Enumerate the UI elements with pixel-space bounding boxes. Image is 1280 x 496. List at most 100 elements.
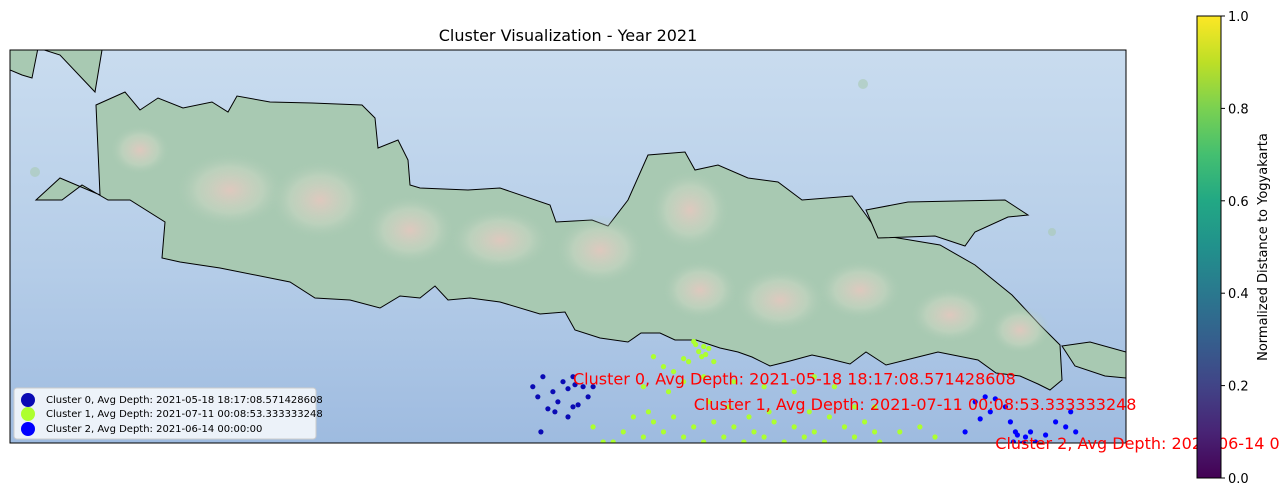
cluster-1-point — [701, 439, 707, 443]
cluster-0-point — [580, 384, 586, 390]
annotation-cluster-0: Cluster 0, Avg Depth: 2021-05-18 18:17:0… — [573, 370, 1016, 389]
cluster-1-point — [811, 374, 817, 380]
colorbar-tick-label: 0.4 — [1228, 287, 1249, 302]
cluster-1-point — [932, 434, 938, 440]
cluster-2-point — [1002, 404, 1009, 410]
cluster-2-point — [992, 396, 998, 402]
cluster-2-point — [1014, 432, 1021, 438]
cluster-1-point — [751, 429, 757, 435]
cluster-1-point — [640, 434, 647, 440]
colorbar-tick-label: 0.0 — [1228, 472, 1249, 487]
cluster-1-point — [841, 424, 848, 430]
cluster-0-point — [530, 384, 536, 390]
cluster-1-point — [706, 345, 712, 352]
cluster-1-point — [797, 444, 802, 449]
chart-title: Cluster Visualization - Year 2021 — [439, 26, 698, 45]
land-background — [10, 50, 1126, 391]
cluster-1-point — [701, 374, 707, 380]
cluster-1-point — [791, 424, 797, 430]
cluster-1-point — [872, 404, 878, 410]
colorbar-tick-label: 0.6 — [1228, 195, 1249, 210]
cluster-1-point — [741, 439, 747, 443]
cluster-2-point — [987, 409, 993, 415]
cluster-1-point — [610, 439, 616, 443]
cluster-2-point — [977, 416, 983, 422]
cluster-0-point — [570, 374, 576, 380]
cluster-1-point — [706, 399, 712, 405]
colorbar-ticks: 0.0 0.2 0.4 0.6 0.8 1.0 — [1221, 10, 1249, 487]
cluster-1-point — [703, 351, 709, 358]
cluster-1-point — [620, 429, 626, 435]
cluster-1-point — [696, 446, 701, 451]
cluster-2-point — [1027, 429, 1034, 435]
cluster-1-point — [766, 409, 772, 415]
legend: Cluster 0, Avg Depth: 2021-05-18 18:17:0… — [13, 387, 323, 440]
cluster-0-point — [565, 414, 571, 420]
cluster-1-point — [693, 341, 699, 348]
cluster-0-point — [570, 404, 576, 410]
cluster-1-point — [817, 447, 822, 452]
legend-label-cluster-2: Cluster 2, Avg Depth: 2021-06-14 00:00:0… — [46, 424, 262, 435]
cluster-1-point — [806, 409, 812, 415]
cluster-1-point — [872, 429, 878, 435]
cluster-1-point — [761, 434, 767, 440]
colorbar-tick-label: 1.0 — [1228, 10, 1249, 25]
cluster-1-point — [777, 446, 782, 451]
colorbar: 0.0 0.2 0.4 0.6 0.8 1.0 Normalized Distance t… — [1196, 10, 1271, 487]
cluster-1-point — [877, 439, 883, 443]
colorbar-tick-label: 0.2 — [1228, 380, 1249, 395]
cluster-1-point — [681, 434, 687, 440]
cluster-1-point — [631, 444, 636, 449]
cluster-2-point — [1053, 419, 1059, 425]
cluster-1-point — [801, 434, 807, 440]
cluster-2-point — [1063, 424, 1069, 430]
legend-marker-cluster-0 — [21, 393, 35, 407]
cluster-2-point — [1010, 439, 1016, 443]
cluster-2-point — [1068, 409, 1074, 415]
cluster-1-point — [630, 414, 637, 420]
cluster-0-point — [552, 409, 558, 415]
cluster-1-point — [691, 424, 697, 430]
map-area — [10, 50, 1126, 452]
cluster-1-point — [645, 409, 652, 415]
cluster-1-point — [731, 379, 737, 385]
cluster-1-point — [671, 414, 677, 420]
cluster-1-point — [862, 419, 868, 425]
legend-marker-cluster-1 — [21, 407, 35, 421]
cluster-1-point — [696, 348, 702, 355]
cluster-1-point — [746, 414, 752, 420]
cluster-1-point — [681, 379, 687, 385]
cluster-0-point — [565, 386, 571, 392]
cluster-1-point — [736, 447, 741, 452]
cluster-1-point — [701, 343, 707, 350]
cluster-0-point — [560, 379, 566, 385]
cluster-1-point — [831, 384, 838, 390]
cluster-1-point — [600, 439, 606, 443]
cluster-0-point — [575, 402, 581, 408]
cluster-0-point — [535, 394, 541, 400]
cluster-0-point — [545, 406, 551, 412]
cluster-1-point — [716, 444, 721, 449]
cluster-1-point — [650, 354, 657, 360]
cluster-1-point — [590, 424, 596, 430]
cluster-0-point — [540, 374, 546, 380]
cluster-2-point — [972, 399, 978, 405]
cluster-1-point — [721, 434, 727, 440]
cluster-1-point — [791, 389, 797, 395]
cluster-1-point — [681, 356, 687, 362]
cluster-1-point — [761, 384, 767, 390]
cluster-1-point — [640, 384, 647, 390]
cluster-2-point — [982, 394, 988, 400]
cluster-2-point — [1032, 439, 1039, 443]
scatter-points — [530, 338, 1079, 452]
cluster-2-point — [1073, 429, 1079, 435]
cluster-1-point — [711, 419, 717, 425]
cluster-2-point — [1007, 419, 1014, 425]
annotation-cluster-2: Cluster 2, Avg Depth: 2021-06-14 00:00:0… — [995, 434, 1280, 453]
cluster-1-point — [897, 429, 903, 435]
axes-frame — [9, 49, 1127, 444]
cluster-1-point — [731, 424, 737, 430]
cluster-1-point — [726, 404, 732, 410]
cluster-0-point — [572, 382, 578, 388]
